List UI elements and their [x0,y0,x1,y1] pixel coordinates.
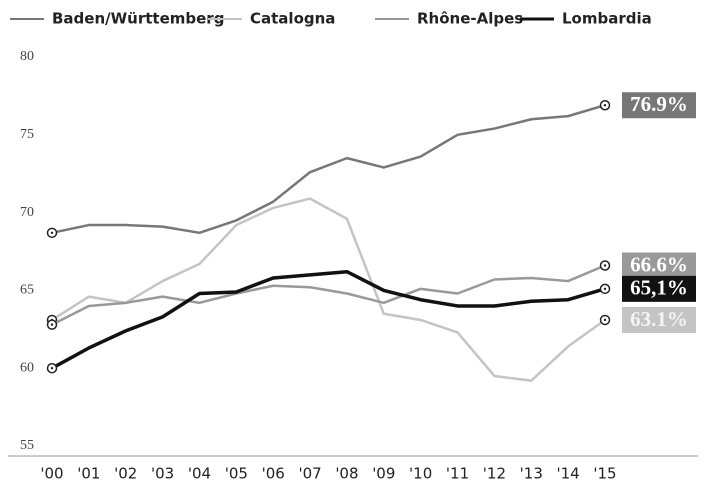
x-tick-label: '11 [446,465,469,483]
end-marker-dot [603,318,607,322]
x-tick-label: '08 [335,465,358,483]
end-marker-dot [50,323,54,326]
end-marker-dot [50,367,54,370]
value-label-box [622,92,696,119]
end-marker-dot [603,287,607,291]
x-tick-label: '05 [225,465,248,483]
y-tick-label: 70 [20,205,34,220]
end-marker-dot [603,264,607,267]
value-label: 66.6% [630,252,688,276]
x-tick-label: '13 [520,465,543,483]
x-tick-label: '14 [557,465,580,483]
value-label: 63.1% [630,307,688,331]
x-tick-label: '09 [372,465,395,483]
x-tick-label: '00 [40,465,63,483]
end-marker-dot [50,231,54,235]
legend-label: Baden/Württemberg [52,10,224,28]
x-tick-label: '04 [188,465,211,483]
series-line [51,269,606,370]
y-tick-label: 55 [20,438,34,453]
x-tick-label: '03 [151,465,174,483]
x-tick-label: '01 [77,465,100,483]
series-line [51,264,606,326]
series-line [51,197,606,382]
x-tick-label: '07 [298,465,321,483]
x-tick-label: '15 [593,465,616,483]
x-tick-label: '10 [409,465,432,483]
value-label: 76.9% [630,92,688,116]
series-line [51,104,606,235]
legend-label: Lombardia [562,10,652,28]
y-tick-label: 75 [20,127,34,142]
x-tick-label: '06 [262,465,285,483]
x-tick-label: '02 [114,465,137,483]
legend-label: Catalogna [250,10,335,28]
value-label-box [622,252,696,279]
end-marker-dot [603,104,607,107]
y-tick-label: 80 [20,49,34,64]
y-tick-label: 65 [20,283,34,298]
legend-label: Rhône-Alpes [417,10,523,28]
value-label-box [622,275,696,302]
value-label-box [622,306,696,333]
x-tick-label: '12 [483,465,506,483]
value-label: 65,1% [630,276,688,300]
y-tick-label: 60 [20,360,34,375]
